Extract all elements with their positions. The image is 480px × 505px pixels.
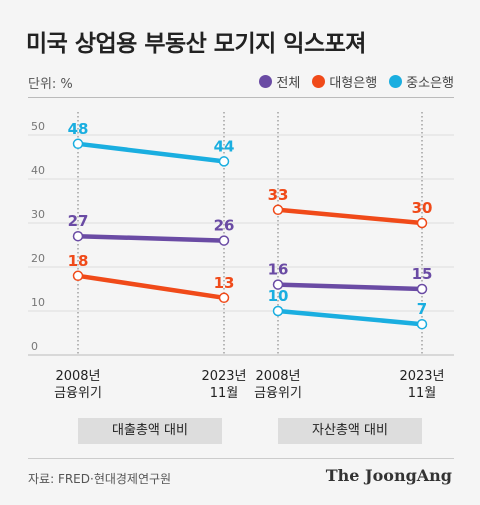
data-label: 15 [412,265,433,283]
legend-item-large-banks: 대형은행 [312,72,377,91]
data-point [218,156,230,167]
legend: 전체 대형은행 중소은행 [259,72,454,91]
series-line [275,282,425,292]
data-label: 26 [214,217,235,235]
data-point [218,292,230,304]
data-point [416,318,428,330]
footer-divider [28,458,454,459]
data-point [272,305,284,317]
series-line [275,308,425,327]
panel-label-assets: 자산총액 대비 [278,418,422,444]
data-point [72,138,84,150]
x-tick-label: 2023년 11월 [377,368,467,402]
data-label: 48 [68,120,89,138]
data-label: 30 [412,199,433,217]
y-tick-label: 40 [31,164,45,177]
legend-item-total: 전체 [259,72,300,91]
data-label: 33 [268,186,289,204]
data-point [218,235,230,246]
y-tick-label: 50 [31,120,45,133]
data-label: 7 [417,300,427,318]
x-tick-label-line: 2008년 [255,369,301,384]
data-point [416,217,428,229]
header-divider [28,97,454,98]
y-tick-label: 30 [31,208,45,221]
data-label: 44 [214,137,235,155]
data-point [272,279,284,290]
series-line [275,207,425,226]
source-note: 자료: FRED·현대경제연구원 [28,472,172,486]
series-line [75,141,227,164]
legend-label-small-banks: 중소은행 [406,76,454,91]
unit-label: 단위: % [28,77,73,92]
x-tick-label: 2023년 11월 [179,368,269,402]
x-tick-label-line: 11월 [209,386,239,401]
data-point [416,283,428,295]
legend-label-large-banks: 대형은행 [329,76,378,91]
legend-item-small-banks: 중소은행 [389,72,454,91]
y-tick-label: 20 [31,252,45,265]
x-tick-label-line: 2023년 [399,369,445,384]
data-label: 18 [68,252,89,270]
series-line [75,233,227,243]
x-tick-label-line: 금융위기 [254,386,302,401]
panel-label-loans: 대출총액 대비 [78,418,222,444]
legend-dot-small-banks [389,75,403,88]
data-point [272,204,284,216]
x-tick-label-line: 금융위기 [54,386,102,401]
publisher-logo: The JoongAng [325,466,452,485]
legend-label-total: 전체 [276,76,301,91]
data-label: 13 [214,274,235,292]
x-tick-label-line: 11월 [407,386,437,401]
chart-title: 미국 상업용 부동산 모기지 익스포져 [26,31,366,57]
data-point [72,230,84,242]
data-label: 27 [68,212,89,230]
y-tick-label: 10 [31,296,45,309]
data-point [72,270,84,282]
x-tick-label-line: 2023년 [201,369,247,384]
x-tick-label-line: 2008년 [55,369,101,384]
series-line [75,273,227,301]
data-label: 10 [268,287,289,305]
legend-dot-large-banks [312,75,326,88]
data-label: 16 [268,261,289,279]
legend-dot-total [259,75,273,88]
y-tick-label: 0 [31,340,38,353]
